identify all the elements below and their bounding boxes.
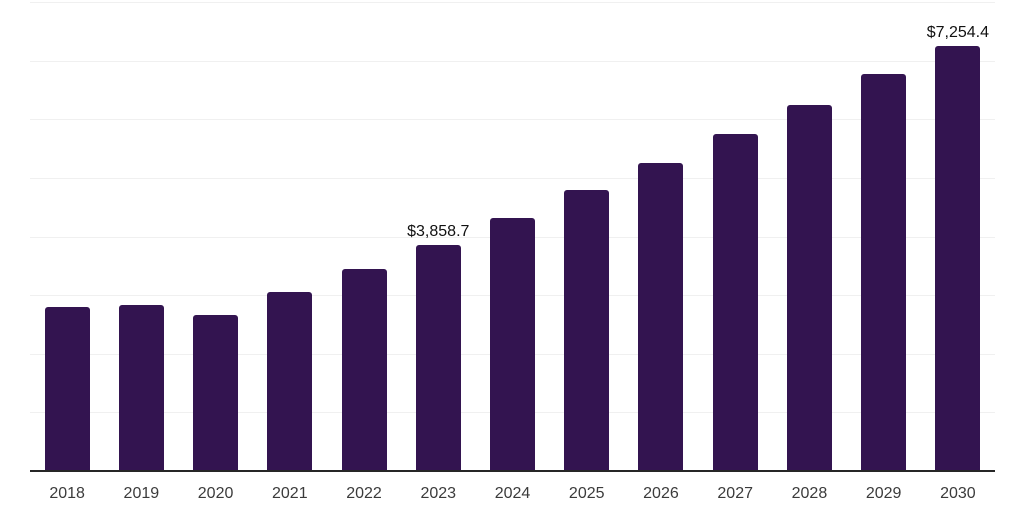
x-tick-label-2030: 2030 — [940, 485, 976, 502]
bar-2027[interactable] — [712, 133, 758, 471]
bar-2018[interactable] — [44, 307, 90, 471]
x-tick-label-2026: 2026 — [643, 485, 679, 502]
x-tick-label-2022: 2022 — [346, 485, 382, 502]
x-tick-label-2027: 2027 — [717, 485, 753, 502]
gridline-6000 — [30, 119, 995, 121]
bar-2020[interactable] — [193, 314, 239, 471]
gridline-5000 — [30, 177, 995, 179]
bar-2025[interactable] — [564, 189, 610, 471]
gridline-8000 — [30, 2, 995, 3]
bar-2029[interactable] — [861, 73, 907, 471]
bar-2023[interactable] — [415, 244, 461, 471]
bar-2028[interactable] — [786, 104, 832, 471]
x-tick-label-2025: 2025 — [568, 485, 605, 502]
x-tick-label-2020: 2020 — [197, 485, 234, 502]
x-tick-label-2018: 2018 — [49, 485, 85, 502]
x-tick-label-2028: 2028 — [791, 485, 828, 502]
x-tick-label-2024: 2024 — [494, 485, 531, 502]
bar-2022[interactable] — [341, 269, 387, 471]
bar-2026[interactable] — [638, 162, 684, 471]
bar-value-label-2030: $7,254.4 — [926, 23, 990, 41]
bar-2030[interactable] — [935, 45, 981, 471]
gridline-7000 — [30, 60, 995, 62]
x-tick-label-2019: 2019 — [123, 485, 160, 502]
bar-2019[interactable] — [118, 304, 164, 471]
x-tick-label-2029: 2029 — [865, 485, 902, 502]
bar-2021[interactable] — [267, 292, 313, 471]
x-tick-label-2023: 2023 — [420, 485, 457, 502]
x-axis-line — [30, 470, 995, 472]
x-tick-label-2021: 2021 — [272, 485, 308, 502]
bar-value-label-2023: $3,858.7 — [407, 222, 470, 240]
bar-2024[interactable] — [490, 217, 535, 471]
